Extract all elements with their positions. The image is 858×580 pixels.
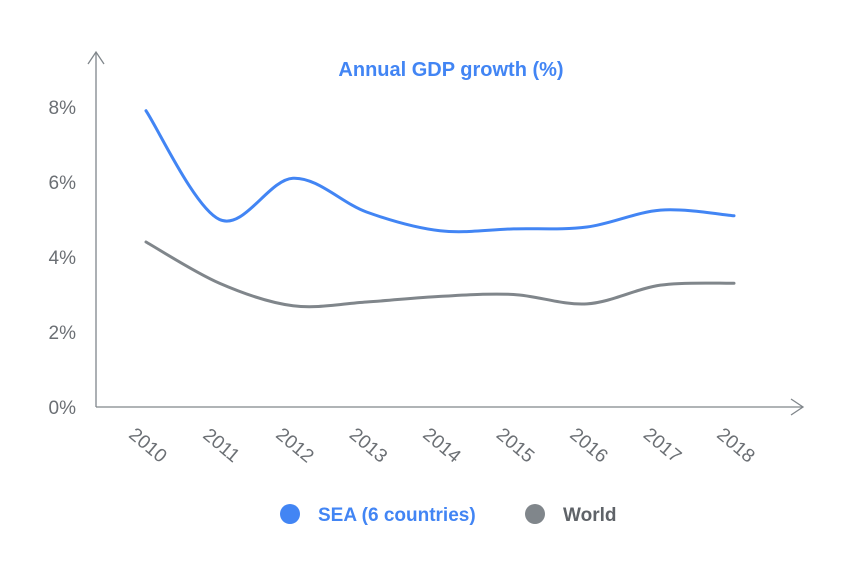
y-tick-label: 0% — [49, 398, 77, 419]
y-tick-label: 2% — [49, 323, 77, 344]
series-lines — [144, 109, 736, 309]
x-tick-label: 2011 — [199, 425, 244, 467]
x-tick-label: 2016 — [566, 424, 612, 467]
x-tick-labels: 2010 2011 2012 2013 2014 2015 2016 2017 2018 — [125, 424, 759, 468]
x-tick-label: 2013 — [345, 424, 391, 467]
legend-label: SEA (6 countries) — [318, 505, 476, 526]
y-tick-label: 8% — [49, 98, 77, 119]
x-tick-label: 2018 — [713, 424, 759, 467]
y-axis-arrow — [87, 50, 105, 65]
legend: SEA (6 countries) World — [280, 504, 616, 526]
y-tick-labels: 0% 2% 4% 6% 8% — [49, 98, 77, 419]
y-tick-label: 4% — [49, 248, 77, 269]
legend-label: World — [563, 505, 616, 526]
x-tick-label: 2017 — [639, 424, 685, 467]
x-axis-arrow — [790, 398, 805, 416]
legend-marker — [525, 504, 545, 524]
x-tick-label: 2010 — [125, 424, 171, 467]
x-tick-label: 2015 — [492, 424, 538, 467]
x-tick-label: 2012 — [272, 424, 318, 467]
axes — [87, 50, 805, 416]
series-line-sea-6-countries — [144, 109, 736, 234]
chart-title: Annual GDP growth (%) — [338, 59, 563, 81]
legend-marker — [280, 504, 300, 524]
y-tick-label: 6% — [49, 173, 77, 194]
x-tick-label: 2014 — [419, 424, 465, 468]
series-line-world — [144, 240, 736, 309]
